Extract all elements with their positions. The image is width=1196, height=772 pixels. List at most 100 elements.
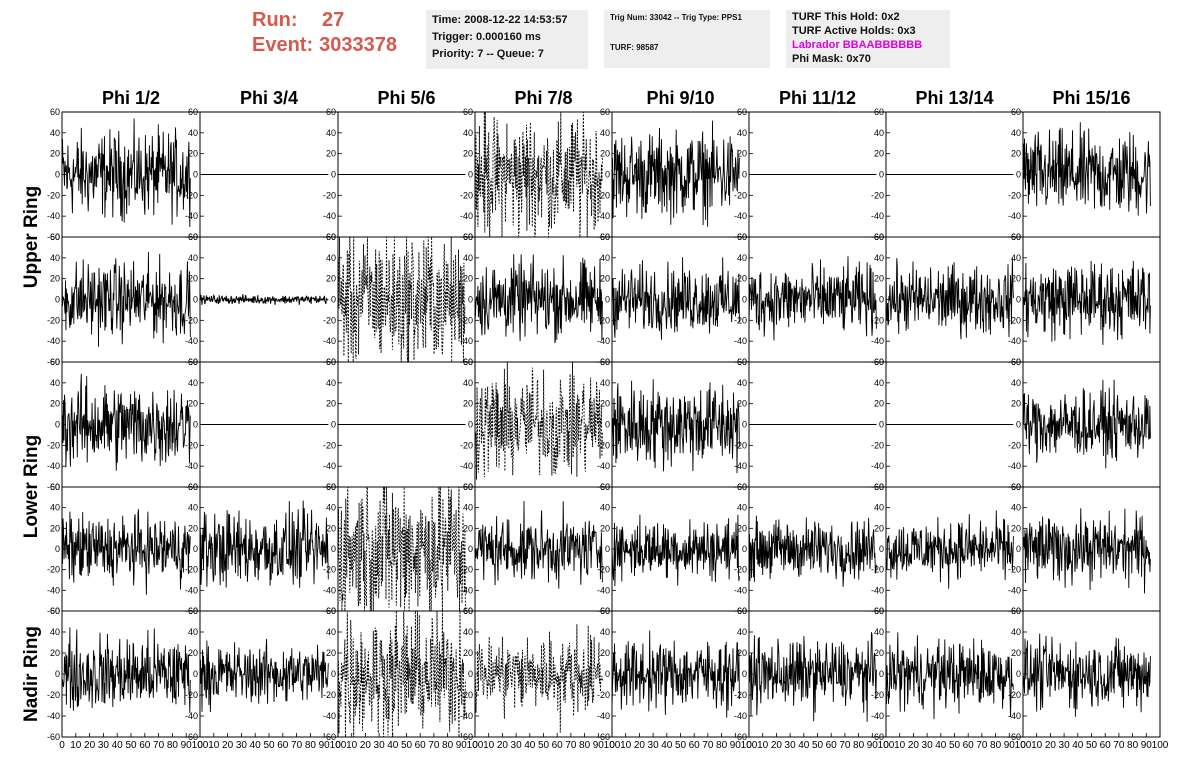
x-tick-label: 0 [59, 740, 65, 751]
y-tick-label: 20 [326, 399, 336, 409]
y-tick-label: 60 [326, 606, 336, 616]
x-tick-label: 20 [360, 740, 372, 751]
y-tick-label: 0 [468, 420, 473, 430]
y-tick-label: -40 [871, 585, 884, 595]
x-tick-label: 90 [1004, 740, 1016, 751]
waveform-trace [748, 632, 877, 722]
y-tick-label: 40 [1011, 503, 1021, 513]
y-tick-label: 40 [463, 378, 473, 388]
y-tick-label: 40 [737, 128, 747, 138]
event-label: Event: [252, 34, 314, 56]
y-tick-label: -20 [734, 440, 747, 450]
x-tick-label: 10 [70, 740, 82, 751]
x-tick-label: 60 [1100, 740, 1112, 751]
y-tick-label: 60 [874, 107, 884, 117]
x-tick-label: 100 [330, 740, 347, 751]
y-tick-label: -20 [1008, 315, 1021, 325]
y-tick-label: -40 [597, 585, 610, 595]
y-tick-label: -60 [47, 232, 60, 242]
waveform-trace [474, 254, 603, 344]
y-tick-label: 40 [737, 253, 747, 263]
waveform-trace [748, 256, 877, 341]
x-tick-label: 30 [98, 740, 110, 751]
x-tick-label: 60 [415, 740, 427, 751]
y-tick-label: 0 [879, 669, 884, 679]
y-tick-label: -20 [185, 315, 198, 325]
y-tick-label: -20 [460, 690, 473, 700]
y-tick-label: 20 [1011, 399, 1021, 409]
x-tick-label: 90 [593, 740, 605, 751]
y-tick-label: 40 [188, 253, 198, 263]
y-tick-label: 60 [188, 107, 198, 117]
x-tick-label: 50 [949, 740, 961, 751]
y-tick-label: 60 [326, 482, 336, 492]
column-title: Phi 3/4 [240, 88, 298, 108]
y-tick-label: 20 [463, 274, 473, 284]
y-tick-label: -40 [460, 461, 473, 471]
y-tick-label: 60 [874, 232, 884, 242]
y-tick-label: 0 [193, 420, 198, 430]
y-tick-label: 20 [874, 399, 884, 409]
waveform-trace [61, 627, 191, 713]
waveform-trace [199, 500, 329, 588]
y-tick-label: -40 [460, 711, 473, 721]
y-tick-label: 40 [326, 503, 336, 513]
y-tick-label: 60 [1011, 232, 1021, 242]
y-tick-label: -20 [460, 440, 473, 450]
y-tick-label: -60 [871, 732, 884, 742]
y-tick-label: 20 [1011, 648, 1021, 658]
y-tick-label: 40 [188, 503, 198, 513]
column-title: Phi 11/12 [779, 88, 856, 108]
x-tick-label: 50 [1086, 740, 1098, 751]
x-tick-label: 0 [883, 740, 889, 751]
x-tick-label: 0 [1020, 740, 1026, 751]
x-tick-label: 50 [812, 740, 824, 751]
y-tick-label: -40 [871, 461, 884, 471]
y-tick-label: 20 [188, 648, 198, 658]
x-tick-label: 70 [291, 740, 303, 751]
y-tick-label: -20 [47, 315, 60, 325]
x-tick-label: 10 [483, 740, 495, 751]
x-tick-label: 40 [661, 740, 673, 751]
y-tick-label: 20 [188, 523, 198, 533]
x-tick-label: 40 [112, 740, 124, 751]
waveform-trace [885, 632, 1014, 720]
x-tick-label: 10 [1031, 740, 1043, 751]
y-tick-label: 20 [600, 149, 610, 159]
y-tick-label: -60 [47, 357, 60, 367]
y-tick-label: -20 [47, 440, 60, 450]
column-title: Phi 7/8 [514, 88, 572, 108]
y-tick-label: 0 [193, 669, 198, 679]
x-tick-label: 10 [894, 740, 906, 751]
y-tick-label: 20 [600, 399, 610, 409]
y-tick-label: 40 [326, 378, 336, 388]
y-tick-label: -40 [323, 461, 336, 471]
y-tick-label: -40 [185, 461, 198, 471]
x-tick-label: 100 [878, 740, 895, 751]
y-tick-label: 40 [874, 503, 884, 513]
y-tick-label: -20 [871, 690, 884, 700]
y-tick-label: 60 [1011, 606, 1021, 616]
y-tick-label: -40 [323, 711, 336, 721]
run-event-box: Run: 27 Event: 3033378 [252, 8, 397, 58]
y-tick-label: 60 [463, 107, 473, 117]
x-tick-label: 80 [716, 740, 728, 751]
y-tick-label: 40 [188, 128, 198, 138]
x-tick-label: 70 [565, 740, 577, 751]
waveform-trace [199, 638, 329, 713]
y-tick-label: 40 [463, 503, 473, 513]
y-tick-label: -60 [1008, 732, 1021, 742]
y-tick-label: -40 [47, 461, 60, 471]
y-tick-label: -40 [597, 336, 610, 346]
y-tick-label: 20 [463, 523, 473, 533]
y-tick-label: 40 [1011, 128, 1021, 138]
waveform-trace [1022, 379, 1151, 469]
x-tick-label: 100 [1015, 740, 1032, 751]
y-tick-label: 60 [1011, 107, 1021, 117]
x-tick-label: 0 [609, 740, 615, 751]
y-tick-label: 40 [188, 627, 198, 637]
y-tick-label: 60 [1011, 357, 1021, 367]
event-value: 3033378 [319, 34, 397, 56]
x-tick-label: 80 [990, 740, 1002, 751]
y-tick-label: -20 [1008, 565, 1021, 575]
